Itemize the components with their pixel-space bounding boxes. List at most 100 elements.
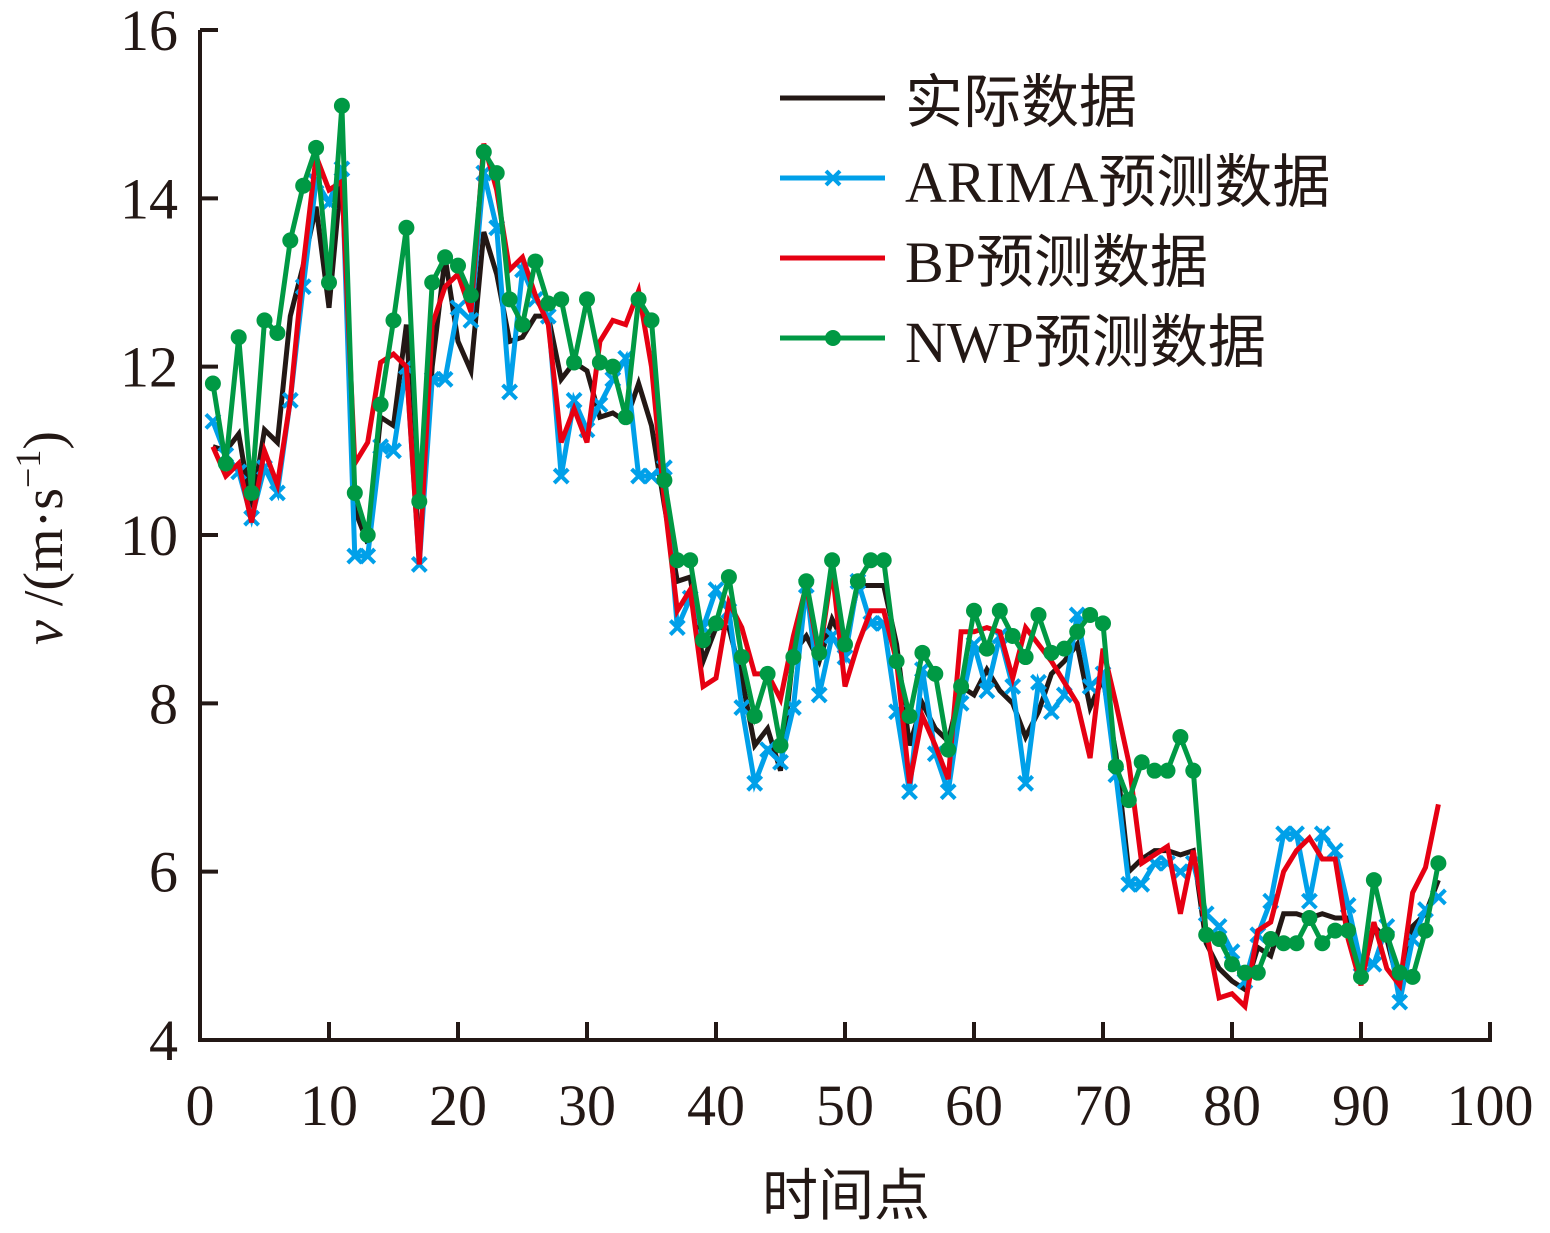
data-point-nwp — [488, 165, 505, 182]
data-point-arima — [1365, 955, 1383, 973]
series-layer — [204, 97, 1447, 1012]
data-point-arima — [436, 370, 454, 388]
x-tick-label: 0 — [186, 1073, 215, 1138]
data-point-nwp — [527, 253, 544, 270]
data-point-nwp — [991, 602, 1008, 619]
series-nwp — [204, 97, 1447, 985]
data-point-nwp — [1082, 606, 1099, 623]
data-point-arima — [978, 682, 996, 700]
x-tick-label: 30 — [558, 1073, 616, 1138]
data-point-nwp — [875, 552, 892, 569]
y-tick-label: 6 — [149, 840, 178, 905]
data-point-nwp — [1146, 762, 1163, 779]
x-tick-label: 70 — [1074, 1073, 1132, 1138]
y-axis-title: v /(m·s−1) — [8, 431, 75, 645]
data-point-arima — [1133, 875, 1151, 893]
data-point-nwp — [914, 644, 931, 661]
data-point-arima — [1313, 825, 1331, 843]
legend-item-actual: 实际数据 — [780, 70, 1137, 135]
data-point-arima — [746, 774, 764, 792]
data-point-nwp — [953, 678, 970, 695]
data-point-arima — [1120, 875, 1138, 893]
y-axis-title-var: v — [13, 620, 75, 645]
y-tick-label: 16 — [120, 0, 178, 63]
legend-label-nwp: NWP预测数据 — [905, 310, 1266, 375]
data-point-arima — [1017, 774, 1035, 792]
data-point-nwp — [1417, 922, 1434, 939]
data-point-nwp — [1391, 964, 1408, 981]
data-point-nwp — [824, 552, 841, 569]
data-point-nwp — [811, 644, 828, 661]
data-point-arima — [772, 753, 789, 771]
data-point-arima — [1068, 606, 1086, 624]
y-tick-label: 14 — [120, 166, 178, 231]
y-axis-title-exp: −1 — [8, 450, 48, 488]
legend-marker-dot-icon — [825, 330, 841, 346]
data-point-arima — [901, 783, 918, 801]
data-point-arima — [707, 581, 725, 599]
data-point-nwp — [798, 573, 815, 590]
legend-item-bp: BP预测数据 — [780, 230, 1208, 295]
data-point-nwp — [1249, 964, 1266, 981]
data-point-arima — [810, 686, 828, 704]
data-point-arima — [668, 619, 686, 636]
data-point-nwp — [1430, 855, 1447, 872]
data-point-nwp — [591, 354, 608, 371]
data-point-nwp — [708, 615, 724, 632]
data-point-nwp — [450, 257, 466, 274]
data-point-nwp — [269, 325, 286, 341]
data-point-nwp — [966, 602, 982, 619]
data-point-nwp — [1043, 644, 1060, 661]
data-point-nwp — [424, 274, 441, 291]
data-point-nwp — [411, 493, 428, 510]
x-tick-label: 40 — [687, 1073, 745, 1138]
series-bp — [210, 142, 1441, 1012]
data-point-nwp — [501, 291, 518, 308]
data-point-arima — [1326, 842, 1344, 860]
data-point-nwp — [1404, 968, 1421, 985]
data-point-nwp — [901, 707, 918, 724]
data-point-arima — [643, 467, 660, 485]
data-point-arima — [1275, 825, 1293, 843]
data-point-nwp — [1017, 649, 1034, 666]
data-point-nwp — [1120, 792, 1137, 809]
data-point-arima — [449, 299, 467, 317]
data-point-nwp — [514, 316, 531, 333]
data-point-arima — [1288, 825, 1305, 843]
data-point-nwp — [733, 649, 750, 666]
x-tick-label: 100 — [1447, 1073, 1534, 1138]
data-point-arima — [1081, 678, 1099, 695]
data-point-nwp — [333, 97, 350, 114]
legend-label-bp: BP预测数据 — [905, 230, 1208, 295]
data-point-arima — [268, 484, 286, 502]
data-point-nwp — [462, 287, 479, 304]
data-point-nwp — [682, 552, 699, 569]
data-point-arima — [759, 741, 777, 759]
data-point-nwp — [617, 409, 634, 426]
data-point-nwp — [1353, 968, 1369, 985]
data-point-arima — [1042, 703, 1060, 721]
data-point-arima — [1210, 917, 1228, 935]
data-point-nwp — [746, 707, 763, 724]
data-point-arima — [565, 391, 583, 409]
data-point-arima — [1030, 673, 1047, 691]
y-tick-label: 12 — [120, 335, 178, 400]
data-point-nwp — [1224, 956, 1240, 973]
data-point-nwp — [1288, 935, 1305, 952]
data-point-nwp — [1340, 922, 1357, 939]
series-line-bp — [210, 142, 1441, 1012]
data-point-nwp — [888, 653, 905, 670]
data-point-nwp — [1211, 931, 1228, 947]
data-point-nwp — [437, 249, 454, 266]
data-point-nwp — [204, 375, 221, 392]
data-point-nwp — [862, 552, 879, 569]
data-point-nwp — [1159, 762, 1176, 779]
data-point-nwp — [1314, 935, 1331, 952]
data-point-nwp — [1365, 872, 1382, 889]
data-point-arima — [591, 396, 609, 413]
data-point-arima — [385, 442, 402, 460]
data-point-nwp — [1095, 615, 1111, 632]
data-point-nwp — [1004, 628, 1021, 644]
y-tick-label: 10 — [120, 503, 178, 568]
